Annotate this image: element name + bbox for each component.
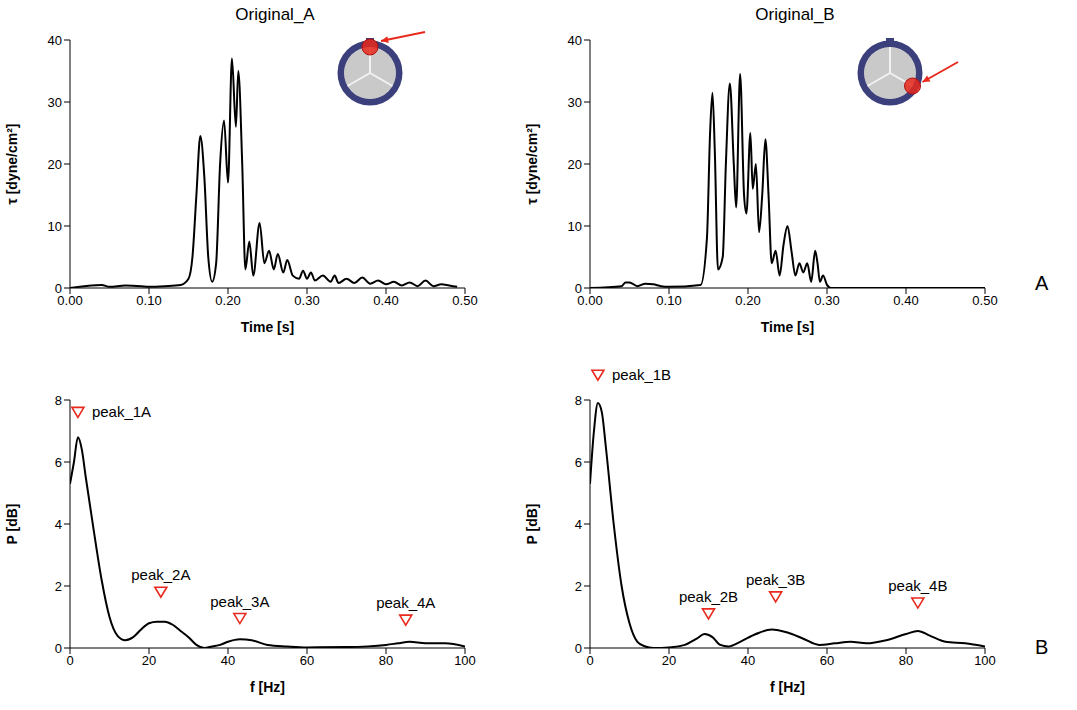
svg-text:P [dB]: P [dB] — [524, 504, 540, 545]
svg-text:P [dB]: P [dB] — [4, 504, 20, 545]
svg-text:0.20: 0.20 — [215, 293, 240, 308]
svg-text:0.00: 0.00 — [57, 293, 83, 309]
svg-text:10: 10 — [48, 219, 62, 234]
svg-text:4: 4 — [55, 517, 62, 532]
svg-text:40: 40 — [48, 33, 62, 48]
svg-text:peak_3A: peak_3A — [210, 593, 269, 610]
svg-text:0.30: 0.30 — [814, 293, 839, 308]
svg-text:τ [dyne/cm²]: τ [dyne/cm²] — [524, 124, 540, 205]
svg-text:20: 20 — [662, 653, 676, 668]
svg-text:0: 0 — [575, 281, 582, 296]
svg-text:20: 20 — [48, 157, 62, 172]
svg-text:8: 8 — [55, 393, 62, 408]
svg-text:0.40: 0.40 — [373, 293, 398, 308]
svg-text:10: 10 — [568, 219, 582, 234]
svg-text:0: 0 — [586, 653, 593, 668]
svg-text:40: 40 — [568, 33, 582, 48]
html-text:A: A — [1035, 272, 1049, 294]
svg-text:peak_3B: peak_3B — [746, 571, 805, 588]
svg-text:60: 60 — [820, 653, 834, 668]
svg-text:0.30: 0.30 — [294, 293, 319, 308]
svg-text:80: 80 — [379, 653, 393, 668]
html-text:B: B — [1035, 636, 1049, 658]
svg-text:0.50: 0.50 — [452, 293, 477, 308]
svg-text:30: 30 — [568, 95, 582, 110]
svg-text:6: 6 — [55, 455, 62, 470]
svg-text:0.10: 0.10 — [656, 293, 681, 308]
svg-text:0.50: 0.50 — [972, 293, 997, 308]
svg-text:peak_4A: peak_4A — [376, 594, 435, 611]
svg-text:60: 60 — [300, 653, 314, 668]
svg-text:0.40: 0.40 — [893, 293, 918, 308]
svg-text:40: 40 — [741, 653, 755, 668]
svg-text:peak_2B: peak_2B — [679, 588, 738, 605]
svg-text:peak_1A: peak_1A — [92, 403, 151, 420]
svg-text:20: 20 — [568, 157, 582, 172]
svg-text:8: 8 — [575, 393, 582, 408]
svg-text:0.10: 0.10 — [136, 293, 161, 308]
svg-text:peak_1B: peak_1B — [612, 366, 671, 383]
svg-text:2: 2 — [575, 579, 582, 594]
svg-text:f [Hz]: f [Hz] — [250, 679, 285, 695]
svg-text:f [Hz]: f [Hz] — [770, 679, 805, 695]
svg-text:Time [s]: Time [s] — [761, 319, 814, 335]
svg-text:peak_2A: peak_2A — [131, 566, 190, 583]
svg-text:30: 30 — [48, 95, 62, 110]
html-text:Original_A: Original_A — [235, 5, 315, 24]
svg-text:0: 0 — [55, 281, 62, 296]
svg-text:100: 100 — [454, 653, 476, 668]
svg-text:0.00: 0.00 — [577, 293, 603, 309]
svg-text:2: 2 — [55, 579, 62, 594]
svg-text:Time [s]: Time [s] — [241, 319, 294, 335]
svg-text:6: 6 — [575, 455, 582, 470]
svg-text:80: 80 — [899, 653, 913, 668]
svg-text:0.20: 0.20 — [735, 293, 760, 308]
svg-text:0: 0 — [66, 653, 73, 668]
html-text:Original_B: Original_B — [755, 5, 835, 24]
svg-text:40: 40 — [221, 653, 235, 668]
svg-text:20: 20 — [142, 653, 156, 668]
svg-text:0: 0 — [55, 641, 62, 656]
svg-text:0: 0 — [575, 641, 582, 656]
svg-text:peak_4B: peak_4B — [888, 577, 947, 594]
svg-text:4: 4 — [575, 517, 582, 532]
svg-text:100: 100 — [974, 653, 996, 668]
svg-text:τ [dyne/cm²]: τ [dyne/cm²] — [4, 124, 20, 205]
